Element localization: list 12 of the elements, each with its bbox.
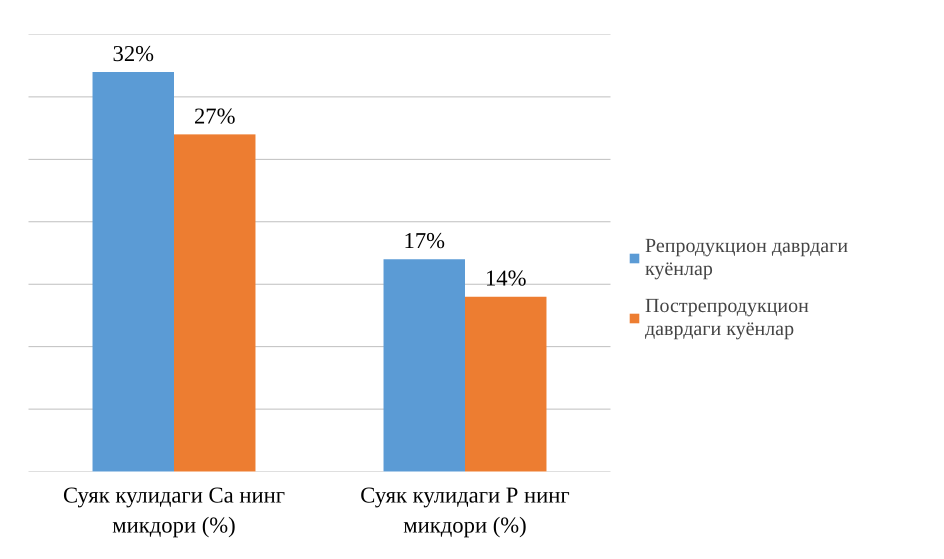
x-tick-label: Суяк кулидаги Р нинг микдори (%) (360, 482, 570, 538)
bar (92, 72, 174, 472)
data-label: 32% (112, 40, 154, 66)
legend-label: Репродукцион даврдаги куёнлар (645, 235, 848, 281)
legend-label: Пострепродукцион даврдаги куёнлар (645, 295, 809, 341)
bar (174, 134, 256, 472)
bar (384, 259, 465, 472)
data-label: 17% (403, 228, 446, 254)
data-label: 14% (484, 266, 527, 291)
data-label: 27% (194, 103, 236, 128)
x-tick-label: Суяк кулидаги Ca нинг микдори (%) (62, 482, 286, 538)
bar (465, 296, 546, 472)
